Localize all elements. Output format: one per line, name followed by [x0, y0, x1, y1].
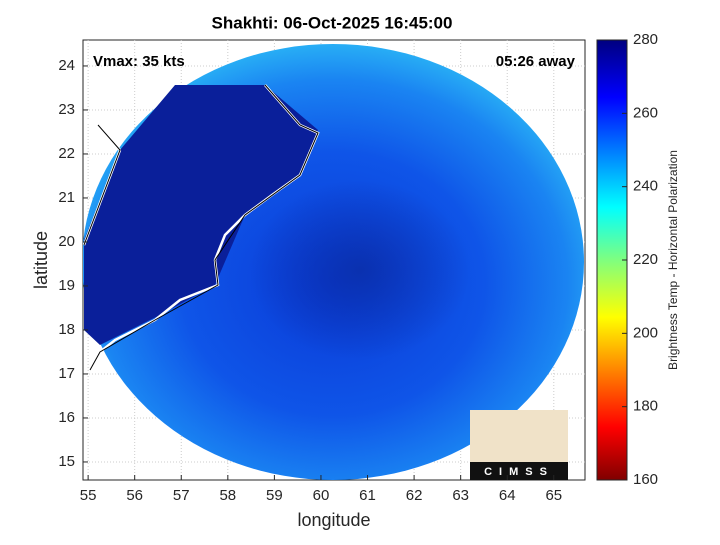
chart-title: Shakhti: 06-Oct-2025 16:45:00: [212, 13, 453, 32]
x-tick-label: 57: [173, 487, 190, 504]
x-tick-label: 65: [545, 487, 562, 504]
satellite-image: [83, 44, 584, 480]
y-tick-label: 19: [58, 277, 75, 294]
colorbar-tick-label: 160: [633, 471, 658, 488]
x-tick-label: 63: [452, 487, 469, 504]
colorbar-tick-label: 240: [633, 178, 658, 195]
y-tick-label: 18: [58, 321, 75, 338]
y-tick-label: 17: [58, 365, 75, 382]
colorbar-tick-label: 200: [633, 324, 658, 341]
logo-band: [470, 462, 568, 480]
colorbar-tick-label: 260: [633, 104, 658, 121]
y-tick-label: 15: [58, 453, 75, 470]
x-tick-label: 55: [80, 487, 97, 504]
x-tick-label: 56: [126, 487, 143, 504]
colorbar-tick-label: 220: [633, 251, 658, 268]
x-tick-label: 59: [266, 487, 283, 504]
annotation: 05:26 away: [496, 53, 576, 70]
coastline-edge: [83, 84, 319, 371]
storm-core: [250, 180, 470, 360]
x-tick-label: 60: [313, 487, 330, 504]
colorbar-tick-label: 280: [633, 31, 658, 48]
colorbar-label: Brightness Temp - Horizontal Polarizatio…: [666, 150, 680, 370]
logo-text: CIMSS: [484, 466, 554, 478]
y-tick-label: 21: [58, 189, 75, 206]
x-tick-label: 61: [359, 487, 376, 504]
x-tick-label: 58: [219, 487, 236, 504]
colorbar-tick-label: 180: [633, 398, 658, 415]
y-tick-label: 20: [58, 233, 75, 250]
x-tick-label: 62: [406, 487, 423, 504]
x-tick-label: 64: [499, 487, 516, 504]
y-tick-label: 16: [58, 409, 75, 426]
x-axis-label: longitude: [297, 510, 370, 530]
y-axis-label: latitude: [31, 231, 51, 289]
y-tick-label: 22: [58, 145, 75, 162]
y-tick-label: 24: [58, 57, 75, 74]
land: [84, 85, 318, 345]
y-tick-label: 23: [58, 101, 75, 118]
annotation: Vmax: 35 kts: [93, 53, 185, 70]
